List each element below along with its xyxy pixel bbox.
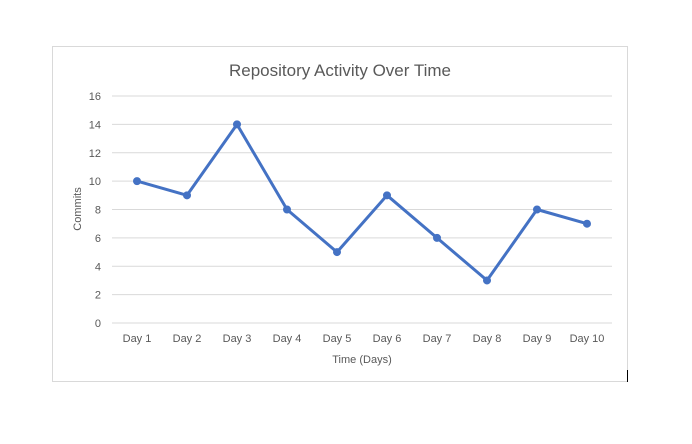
x-tick-label: Day 6 (373, 333, 402, 345)
data-point (133, 177, 141, 186)
gridlines (112, 95, 612, 324)
x-tick-label: Day 7 (423, 333, 452, 345)
y-tick-label: 10 (89, 176, 101, 188)
x-tick-label: Day 2 (173, 333, 202, 345)
y-tick-label: 6 (95, 233, 101, 245)
chart-title: Repository Activity Over Time (229, 61, 451, 80)
x-axis-ticks: Day 1 Day 2 Day 3 Day 4 Day 5 Day 6 Day 7 Day 8… (123, 333, 605, 345)
data-point (233, 120, 241, 129)
series-line (135, 122, 589, 282)
data-point (533, 205, 541, 214)
data-point (333, 248, 341, 257)
y-tick-label: 14 (89, 119, 101, 131)
y-axis-ticks: 0 2 4 6 8 10 12 14 16 (89, 91, 101, 330)
y-tick-label: 8 (95, 205, 101, 217)
x-tick-label: Day 8 (473, 333, 502, 345)
x-tick-label: Day 10 (570, 333, 605, 345)
data-point (383, 191, 391, 200)
text-cursor (627, 370, 628, 382)
data-point (433, 233, 441, 242)
x-tick-label: Day 4 (273, 333, 302, 345)
x-tick-label: Day 9 (523, 333, 552, 345)
data-point (183, 191, 191, 200)
y-tick-label: 4 (95, 261, 101, 273)
data-point (583, 219, 591, 228)
x-tick-label: Day 5 (323, 333, 352, 345)
x-tick-label: Day 3 (223, 333, 252, 345)
series-layer (133, 120, 591, 285)
y-tick-label: 12 (89, 148, 101, 160)
y-tick-label: 16 (89, 91, 101, 103)
data-point (483, 276, 491, 285)
data-point (283, 205, 291, 214)
y-tick-label: 2 (95, 290, 101, 302)
x-tick-label: Day 1 (123, 333, 152, 345)
y-axis-label: Commits (72, 187, 84, 231)
x-axis-label: Time (Days) (332, 354, 391, 366)
y-tick-label: 0 (95, 318, 101, 330)
